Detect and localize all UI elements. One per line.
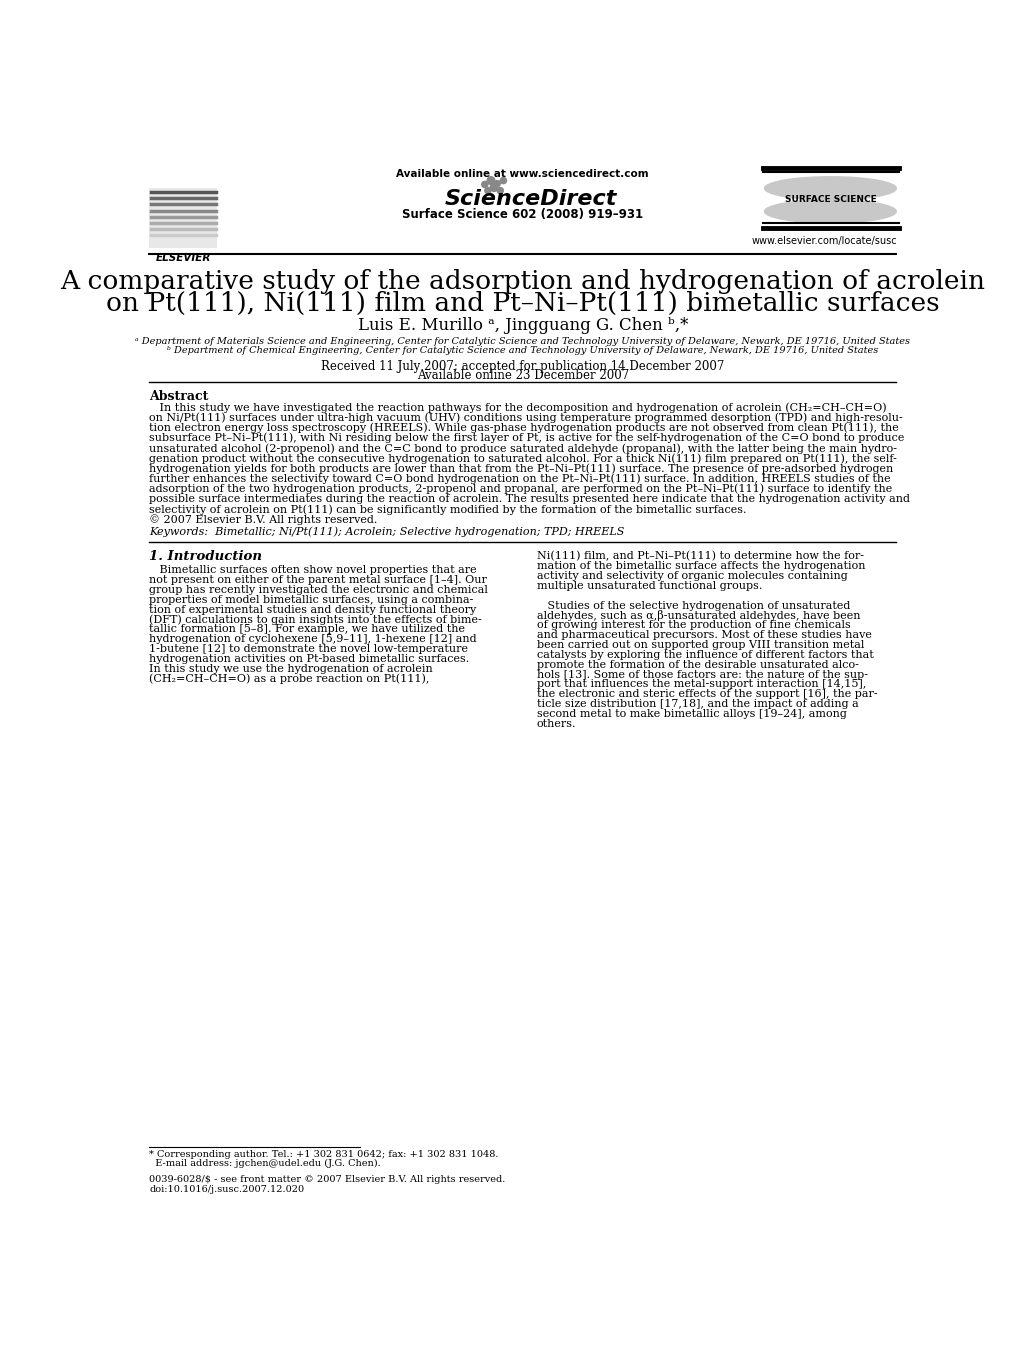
Text: www.elsevier.com/locate/susc: www.elsevier.com/locate/susc: [751, 236, 896, 246]
Text: genation product without the consecutive hydrogenation to saturated alcohol. For: genation product without the consecutive…: [149, 453, 896, 463]
Text: © 2007 Elsevier B.V. All rights reserved.: © 2007 Elsevier B.V. All rights reserved…: [149, 515, 377, 526]
Ellipse shape: [764, 200, 896, 223]
Text: Available online 23 December 2007: Available online 23 December 2007: [416, 369, 629, 382]
Text: hydrogenation yields for both products are lower than that from the Pt–Ni–Pt(111: hydrogenation yields for both products a…: [149, 463, 893, 474]
Circle shape: [493, 181, 499, 186]
Text: port that influences the metal-support interaction [14,15],: port that influences the metal-support i…: [536, 680, 865, 689]
Text: subsurface Pt–Ni–Pt(111), with Ni residing below the first layer of Pt, is activ: subsurface Pt–Ni–Pt(111), with Ni residi…: [149, 432, 904, 443]
Text: 1-butene [12] to demonstrate the novel low-temperature: 1-butene [12] to demonstrate the novel l…: [149, 644, 468, 654]
Circle shape: [487, 177, 494, 185]
Text: Surface Science 602 (2008) 919–931: Surface Science 602 (2008) 919–931: [401, 208, 643, 222]
Circle shape: [490, 184, 497, 192]
Text: the electronic and steric effects of the support [16], the par-: the electronic and steric effects of the…: [536, 689, 876, 700]
Text: group has recently investigated the electronic and chemical: group has recently investigated the elec…: [149, 585, 488, 594]
Text: ELSEVIER: ELSEVIER: [156, 253, 211, 263]
Circle shape: [484, 188, 490, 193]
Text: adsorption of the two hydrogenation products, 2-propenol and propanal, are perfo: adsorption of the two hydrogenation prod…: [149, 484, 892, 494]
Text: Available online at www.sciencedirect.com: Available online at www.sciencedirect.co…: [396, 169, 648, 180]
Text: (CH₂=CH–CH=O) as a probe reaction on Pt(111),: (CH₂=CH–CH=O) as a probe reaction on Pt(…: [149, 674, 429, 684]
Text: mation of the bimetallic surface affects the hydrogenation: mation of the bimetallic surface affects…: [536, 561, 864, 571]
Text: tallic formation [5–8]. For example, we have utilized the: tallic formation [5–8]. For example, we …: [149, 624, 465, 634]
Circle shape: [481, 181, 487, 188]
Text: promote the formation of the desirable unsaturated alco-: promote the formation of the desirable u…: [536, 659, 858, 670]
Text: * Corresponding author. Tel.: +1 302 831 0642; fax: +1 302 831 1048.: * Corresponding author. Tel.: +1 302 831…: [149, 1150, 498, 1159]
Text: catalysts by exploring the influence of different factors that: catalysts by exploring the influence of …: [536, 650, 872, 659]
Text: aldehydes, such as α,β-unsaturated aldehydes, have been: aldehydes, such as α,β-unsaturated aldeh…: [536, 611, 859, 621]
Text: Abstract: Abstract: [149, 390, 208, 403]
Text: In this study we use the hydrogenation of acrolein: In this study we use the hydrogenation o…: [149, 663, 432, 674]
Text: (DFT) calculations to gain insights into the effects of bime-: (DFT) calculations to gain insights into…: [149, 615, 482, 626]
Text: Bimetallic surfaces often show novel properties that are: Bimetallic surfaces often show novel pro…: [149, 565, 476, 576]
Text: of growing interest for the production of fine chemicals: of growing interest for the production o…: [536, 620, 850, 631]
Text: unsaturated alcohol (2-propenol) and the C=C bond to produce saturated aldehyde : unsaturated alcohol (2-propenol) and the…: [149, 443, 897, 454]
Text: possible surface intermediates during the reaction of acrolein. The results pres: possible surface intermediates during th…: [149, 494, 909, 504]
Text: Studies of the selective hydrogenation of unsaturated: Studies of the selective hydrogenation o…: [536, 601, 849, 611]
Text: ScienceDirect: ScienceDirect: [444, 189, 616, 209]
Text: Keywords:  Bimetallic; Ni/Pt(111); Acrolein; Selective hydrogenation; TPD; HREEL: Keywords: Bimetallic; Ni/Pt(111); Acrole…: [149, 527, 624, 538]
Text: been carried out on supported group VIII transition metal: been carried out on supported group VIII…: [536, 640, 863, 650]
Text: SURFACE SCIENCE: SURFACE SCIENCE: [784, 196, 875, 204]
Text: hols [13]. Some of those factors are: the nature of the sup-: hols [13]. Some of those factors are: th…: [536, 670, 867, 680]
Text: activity and selectivity of organic molecules containing: activity and selectivity of organic mole…: [536, 571, 847, 581]
Text: E-mail address: jgchen@udel.edu (J.G. Chen).: E-mail address: jgchen@udel.edu (J.G. Ch…: [149, 1159, 380, 1167]
Text: ᵇ Department of Chemical Engineering, Center for Catalytic Science and Technolog: ᵇ Department of Chemical Engineering, Ce…: [167, 346, 877, 355]
Text: and pharmaceutical precursors. Most of these studies have: and pharmaceutical precursors. Most of t…: [536, 630, 870, 640]
Text: A comparative study of the adsorption and hydrogenation of acrolein: A comparative study of the adsorption an…: [60, 269, 984, 295]
Text: others.: others.: [536, 719, 576, 728]
Text: further enhances the selectivity toward C=O bond hydrogenation on the Pt–Ni–Pt(1: further enhances the selectivity toward …: [149, 473, 890, 484]
Text: Luis E. Murillo ᵃ, Jingguang G. Chen ᵇ,*: Luis E. Murillo ᵃ, Jingguang G. Chen ᵇ,*: [358, 317, 687, 334]
Text: hydrogenation activities on Pt-based bimetallic surfaces.: hydrogenation activities on Pt-based bim…: [149, 654, 469, 663]
Text: 0039-6028/$ - see front matter © 2007 Elsevier B.V. All rights reserved.: 0039-6028/$ - see front matter © 2007 El…: [149, 1175, 505, 1185]
Text: ticle size distribution [17,18], and the impact of adding a: ticle size distribution [17,18], and the…: [536, 698, 858, 709]
FancyBboxPatch shape: [149, 188, 217, 247]
Text: second metal to make bimetallic alloys [19–24], among: second metal to make bimetallic alloys […: [536, 709, 846, 719]
Circle shape: [496, 188, 503, 193]
Circle shape: [499, 177, 506, 184]
Text: In this study we have investigated the reaction pathways for the decomposition a: In this study we have investigated the r…: [149, 403, 886, 413]
Text: properties of model bimetallic surfaces, using a combina-: properties of model bimetallic surfaces,…: [149, 594, 473, 605]
Ellipse shape: [764, 177, 896, 200]
Text: on Pt(111), Ni(111) film and Pt–Ni–Pt(111) bimetallic surfaces: on Pt(111), Ni(111) film and Pt–Ni–Pt(11…: [106, 290, 938, 316]
Text: selectivity of acrolein on Pt(111) can be significantly modified by the formatio: selectivity of acrolein on Pt(111) can b…: [149, 504, 746, 515]
Text: tion electron energy loss spectroscopy (HREELS). While gas-phase hydrogenation p: tion electron energy loss spectroscopy (…: [149, 423, 898, 434]
Text: hydrogenation of cyclohexene [5,9–11], 1-hexene [12] and: hydrogenation of cyclohexene [5,9–11], 1…: [149, 634, 476, 644]
Text: doi:10.1016/j.susc.2007.12.020: doi:10.1016/j.susc.2007.12.020: [149, 1185, 304, 1194]
Text: Ni(111) film, and Pt–Ni–Pt(111) to determine how the for-: Ni(111) film, and Pt–Ni–Pt(111) to deter…: [536, 551, 863, 562]
Text: multiple unsaturated functional groups.: multiple unsaturated functional groups.: [536, 581, 761, 590]
Text: tion of experimental studies and density functional theory: tion of experimental studies and density…: [149, 604, 476, 615]
Text: 1. Introduction: 1. Introduction: [149, 550, 262, 563]
Text: on Ni/Pt(111) surfaces under ultra-high vacuum (UHV) conditions using temperatur: on Ni/Pt(111) surfaces under ultra-high …: [149, 412, 902, 423]
Text: Received 11 July 2007; accepted for publication 14 December 2007: Received 11 July 2007; accepted for publ…: [321, 359, 723, 373]
Text: ᵃ Department of Materials Science and Engineering, Center for Catalytic Science : ᵃ Department of Materials Science and En…: [136, 336, 909, 346]
Text: not present on either of the parent metal surface [1–4]. Our: not present on either of the parent meta…: [149, 576, 487, 585]
